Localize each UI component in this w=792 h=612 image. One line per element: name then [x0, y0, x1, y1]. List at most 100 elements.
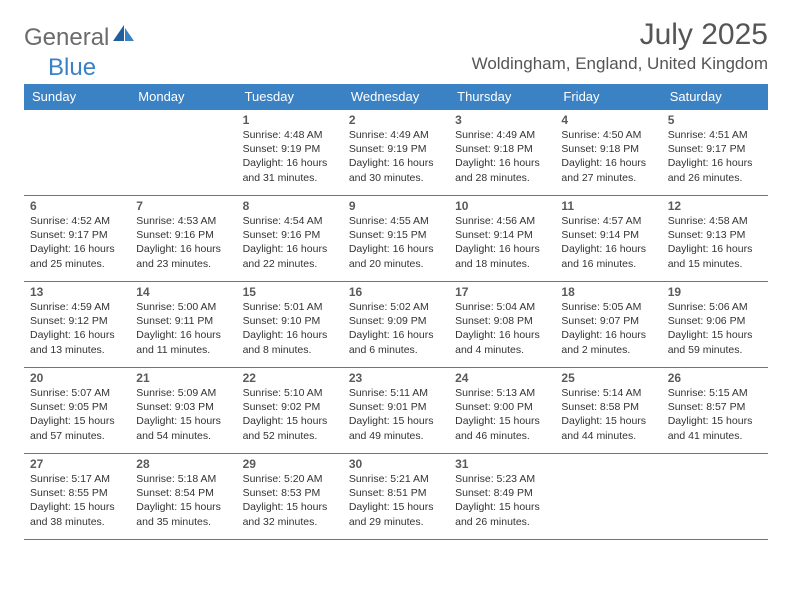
daylight-text: Daylight: 16 hours and 30 minutes. — [349, 156, 443, 184]
day-number: 6 — [30, 199, 124, 213]
daylight-text: Daylight: 15 hours and 49 minutes. — [349, 414, 443, 442]
calendar-table: Sunday Monday Tuesday Wednesday Thursday… — [24, 84, 768, 540]
sunrise-text: Sunrise: 5:13 AM — [455, 386, 549, 400]
daylight-text: Daylight: 16 hours and 4 minutes. — [455, 328, 549, 356]
day-number: 10 — [455, 199, 549, 213]
calendar-week-row: 1Sunrise: 4:48 AMSunset: 9:19 PMDaylight… — [24, 110, 768, 196]
calendar-day-cell: 9Sunrise: 4:55 AMSunset: 9:15 PMDaylight… — [343, 196, 449, 282]
sunrise-text: Sunrise: 4:52 AM — [30, 214, 124, 228]
daylight-text: Daylight: 16 hours and 2 minutes. — [561, 328, 655, 356]
sunset-text: Sunset: 9:11 PM — [136, 314, 230, 328]
sunset-text: Sunset: 9:17 PM — [30, 228, 124, 242]
sunrise-text: Sunrise: 5:23 AM — [455, 472, 549, 486]
sunset-text: Sunset: 9:10 PM — [243, 314, 337, 328]
calendar-day-cell: 1Sunrise: 4:48 AMSunset: 9:19 PMDaylight… — [237, 110, 343, 196]
sunrise-text: Sunrise: 4:57 AM — [561, 214, 655, 228]
calendar-day-cell: 11Sunrise: 4:57 AMSunset: 9:14 PMDayligh… — [555, 196, 661, 282]
day-number: 27 — [30, 457, 124, 471]
day-number: 31 — [455, 457, 549, 471]
day-number: 17 — [455, 285, 549, 299]
day-details: Sunrise: 5:10 AMSunset: 9:02 PMDaylight:… — [243, 386, 337, 443]
sunrise-text: Sunrise: 5:00 AM — [136, 300, 230, 314]
sunset-text: Sunset: 9:00 PM — [455, 400, 549, 414]
sunset-text: Sunset: 8:55 PM — [30, 486, 124, 500]
calendar-day-cell: 6Sunrise: 4:52 AMSunset: 9:17 PMDaylight… — [24, 196, 130, 282]
daylight-text: Daylight: 16 hours and 28 minutes. — [455, 156, 549, 184]
sunrise-text: Sunrise: 5:17 AM — [30, 472, 124, 486]
calendar-day-cell: 24Sunrise: 5:13 AMSunset: 9:00 PMDayligh… — [449, 368, 555, 454]
sunrise-text: Sunrise: 4:56 AM — [455, 214, 549, 228]
calendar-day-cell: 10Sunrise: 4:56 AMSunset: 9:14 PMDayligh… — [449, 196, 555, 282]
calendar-day-cell — [555, 454, 661, 540]
day-number: 25 — [561, 371, 655, 385]
day-number: 21 — [136, 371, 230, 385]
daylight-text: Daylight: 16 hours and 11 minutes. — [136, 328, 230, 356]
day-details: Sunrise: 5:15 AMSunset: 8:57 PMDaylight:… — [668, 386, 762, 443]
calendar-day-cell: 20Sunrise: 5:07 AMSunset: 9:05 PMDayligh… — [24, 368, 130, 454]
day-number: 11 — [561, 199, 655, 213]
day-details: Sunrise: 5:02 AMSunset: 9:09 PMDaylight:… — [349, 300, 443, 357]
day-number: 22 — [243, 371, 337, 385]
day-details: Sunrise: 5:18 AMSunset: 8:54 PMDaylight:… — [136, 472, 230, 529]
day-details: Sunrise: 4:50 AMSunset: 9:18 PMDaylight:… — [561, 128, 655, 185]
sunset-text: Sunset: 9:16 PM — [243, 228, 337, 242]
calendar-day-cell: 14Sunrise: 5:00 AMSunset: 9:11 PMDayligh… — [130, 282, 236, 368]
sunset-text: Sunset: 9:16 PM — [136, 228, 230, 242]
sunset-text: Sunset: 9:17 PM — [668, 142, 762, 156]
daylight-text: Daylight: 16 hours and 26 minutes. — [668, 156, 762, 184]
day-number: 29 — [243, 457, 337, 471]
calendar-day-cell: 12Sunrise: 4:58 AMSunset: 9:13 PMDayligh… — [662, 196, 768, 282]
sunset-text: Sunset: 9:18 PM — [455, 142, 549, 156]
sunrise-text: Sunrise: 5:09 AM — [136, 386, 230, 400]
day-details: Sunrise: 5:20 AMSunset: 8:53 PMDaylight:… — [243, 472, 337, 529]
sunset-text: Sunset: 8:57 PM — [668, 400, 762, 414]
weekday-header: Wednesday — [343, 84, 449, 110]
calendar-day-cell: 22Sunrise: 5:10 AMSunset: 9:02 PMDayligh… — [237, 368, 343, 454]
calendar-day-cell: 28Sunrise: 5:18 AMSunset: 8:54 PMDayligh… — [130, 454, 236, 540]
sunrise-text: Sunrise: 5:07 AM — [30, 386, 124, 400]
day-details: Sunrise: 5:11 AMSunset: 9:01 PMDaylight:… — [349, 386, 443, 443]
sunrise-text: Sunrise: 4:55 AM — [349, 214, 443, 228]
day-details: Sunrise: 5:01 AMSunset: 9:10 PMDaylight:… — [243, 300, 337, 357]
day-details: Sunrise: 4:55 AMSunset: 9:15 PMDaylight:… — [349, 214, 443, 271]
day-number: 26 — [668, 371, 762, 385]
location: Woldingham, England, United Kingdom — [472, 54, 768, 74]
sunrise-text: Sunrise: 5:05 AM — [561, 300, 655, 314]
day-number: 23 — [349, 371, 443, 385]
calendar-week-row: 13Sunrise: 4:59 AMSunset: 9:12 PMDayligh… — [24, 282, 768, 368]
sunrise-text: Sunrise: 5:01 AM — [243, 300, 337, 314]
daylight-text: Daylight: 15 hours and 52 minutes. — [243, 414, 337, 442]
calendar-day-cell: 16Sunrise: 5:02 AMSunset: 9:09 PMDayligh… — [343, 282, 449, 368]
day-number: 14 — [136, 285, 230, 299]
day-details: Sunrise: 5:05 AMSunset: 9:07 PMDaylight:… — [561, 300, 655, 357]
sunset-text: Sunset: 9:12 PM — [30, 314, 124, 328]
calendar-day-cell: 13Sunrise: 4:59 AMSunset: 9:12 PMDayligh… — [24, 282, 130, 368]
daylight-text: Daylight: 16 hours and 31 minutes. — [243, 156, 337, 184]
day-number: 1 — [243, 113, 337, 127]
day-number: 4 — [561, 113, 655, 127]
daylight-text: Daylight: 15 hours and 54 minutes. — [136, 414, 230, 442]
day-details: Sunrise: 5:00 AMSunset: 9:11 PMDaylight:… — [136, 300, 230, 357]
sunset-text: Sunset: 9:13 PM — [668, 228, 762, 242]
day-number: 20 — [30, 371, 124, 385]
day-details: Sunrise: 4:51 AMSunset: 9:17 PMDaylight:… — [668, 128, 762, 185]
logo-text-general: General — [24, 24, 109, 52]
day-details: Sunrise: 5:09 AMSunset: 9:03 PMDaylight:… — [136, 386, 230, 443]
day-details: Sunrise: 5:23 AMSunset: 8:49 PMDaylight:… — [455, 472, 549, 529]
day-details: Sunrise: 5:06 AMSunset: 9:06 PMDaylight:… — [668, 300, 762, 357]
daylight-text: Daylight: 15 hours and 26 minutes. — [455, 500, 549, 528]
sunrise-text: Sunrise: 5:14 AM — [561, 386, 655, 400]
daylight-text: Daylight: 16 hours and 16 minutes. — [561, 242, 655, 270]
daylight-text: Daylight: 16 hours and 20 minutes. — [349, 242, 443, 270]
page-header: General July 2025 Woldingham, England, U… — [24, 18, 768, 74]
sunrise-text: Sunrise: 5:04 AM — [455, 300, 549, 314]
day-number: 8 — [243, 199, 337, 213]
day-details: Sunrise: 4:57 AMSunset: 9:14 PMDaylight:… — [561, 214, 655, 271]
calendar-week-row: 20Sunrise: 5:07 AMSunset: 9:05 PMDayligh… — [24, 368, 768, 454]
calendar-day-cell: 19Sunrise: 5:06 AMSunset: 9:06 PMDayligh… — [662, 282, 768, 368]
daylight-text: Daylight: 15 hours and 35 minutes. — [136, 500, 230, 528]
calendar-week-row: 6Sunrise: 4:52 AMSunset: 9:17 PM Daylight… — [24, 196, 768, 282]
daylight-text: Daylight: 15 hours and 57 minutes. — [30, 414, 124, 442]
calendar-day-cell: 27Sunrise: 5:17 AMSunset: 8:55 PMDayligh… — [24, 454, 130, 540]
sunset-text: Sunset: 9:02 PM — [243, 400, 337, 414]
